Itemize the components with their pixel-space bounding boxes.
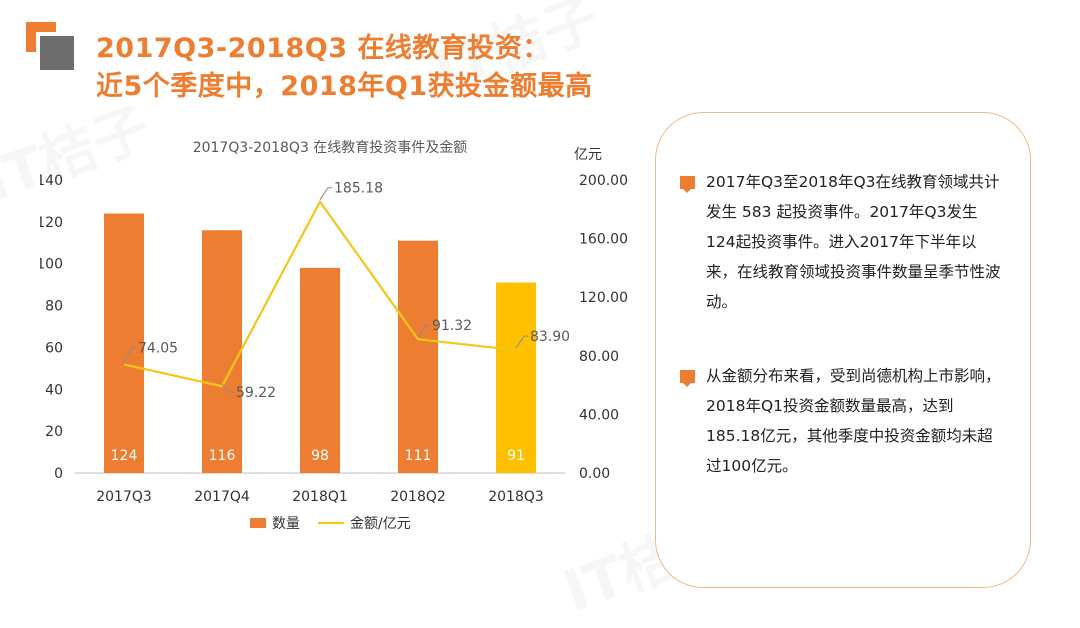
x-axis-tick-label: 2017Q4 bbox=[194, 489, 250, 505]
note-item: 从金额分布来看，受到尚德机构上市影响，2018年Q1投资金额数量最高，达到185… bbox=[680, 361, 1006, 481]
right-axis-unit: 亿元 bbox=[574, 147, 602, 163]
x-axis-tick-label: 2017Q3 bbox=[96, 489, 152, 505]
summary-panel: 2017年Q3至2018年Q3在线教育领域共计发生 583 起投资事件。2017… bbox=[655, 112, 1031, 588]
right-axis-tick-label: 40.00 bbox=[579, 407, 619, 423]
left-axis-tick-label: 140 bbox=[40, 173, 63, 189]
bar-value-label: 116 bbox=[209, 448, 236, 464]
page-title: 2017Q3-2018Q3 在线教育投资： 近5个季度中，2018年Q1获投金额… bbox=[96, 30, 593, 106]
bar bbox=[202, 230, 242, 473]
bar-value-label: 98 bbox=[311, 448, 329, 464]
right-axis-tick-label: 160.00 bbox=[579, 232, 628, 248]
page-title-line-1: 2017Q3-2018Q3 在线教育投资： bbox=[96, 33, 550, 64]
data-label-leader bbox=[123, 347, 136, 363]
bar bbox=[398, 240, 438, 473]
right-axis-tick-label: 120.00 bbox=[579, 290, 628, 306]
line-value-label: 59.22 bbox=[236, 385, 276, 401]
page-title-line-2: 近5个季度中，2018年Q1获投金额最高 bbox=[96, 71, 593, 102]
right-axis-tick-label: 200.00 bbox=[579, 173, 628, 189]
left-axis-tick-label: 40 bbox=[45, 382, 63, 398]
left-axis-tick-label: 80 bbox=[45, 299, 63, 315]
legend-label: 金额/亿元 bbox=[350, 516, 411, 532]
combo-chart-svg: 2017Q3-2018Q3 在线教育投资事件及金额 亿元 0 20 40 60 80 10… bbox=[36, 140, 628, 532]
x-axis-tick-label: 2018Q1 bbox=[292, 489, 348, 505]
data-label-leader bbox=[221, 383, 234, 393]
bar-value-label: 124 bbox=[111, 448, 138, 464]
data-label-leader bbox=[417, 324, 430, 338]
chart-title: 2017Q3-2018Q3 在线教育投资事件及金额 bbox=[193, 140, 468, 156]
logo-squares-icon bbox=[26, 22, 78, 74]
left-axis-tick-label: 100 bbox=[40, 257, 63, 273]
note-item: 2017年Q3至2018年Q3在线教育领域共计发生 583 起投资事件。2017… bbox=[680, 167, 1006, 317]
bar-value-label: 91 bbox=[507, 448, 525, 464]
right-axis-tick-label: 80.00 bbox=[579, 349, 619, 365]
legend-label: 数量 bbox=[272, 516, 300, 532]
left-axis-tick-label: 20 bbox=[45, 424, 63, 440]
speech-bubble-icon bbox=[680, 176, 695, 193]
left-axis-tick-label: 120 bbox=[40, 215, 63, 231]
line-value-label: 74.05 bbox=[138, 341, 178, 357]
x-axis-tick-label: 2018Q2 bbox=[390, 489, 446, 505]
line-value-label: 91.32 bbox=[432, 318, 472, 334]
left-axis-tick-label: 60 bbox=[45, 340, 63, 356]
left-axis-tick-label: 0 bbox=[54, 466, 63, 482]
amount-line bbox=[123, 199, 517, 388]
x-axis-tick-label: 2018Q3 bbox=[488, 489, 544, 505]
note-text: 从金额分布来看，受到尚德机构上市影响，2018年Q1投资金额数量最高，达到185… bbox=[706, 367, 1001, 475]
note-text: 2017年Q3至2018年Q3在线教育领域共计发生 583 起投资事件。2017… bbox=[706, 173, 1001, 311]
right-axis-tick-label: 0.00 bbox=[579, 466, 610, 482]
data-label-leader bbox=[515, 335, 528, 349]
bar bbox=[496, 282, 536, 473]
data-label-leader bbox=[319, 187, 332, 200]
bar bbox=[300, 267, 340, 473]
line-value-label: 83.90 bbox=[530, 329, 570, 345]
chart: 2017Q3-2018Q3 在线教育投资事件及金额 亿元 0 20 40 60 80 10… bbox=[36, 130, 640, 550]
speech-bubble-icon bbox=[680, 370, 695, 387]
bar-value-label: 111 bbox=[405, 448, 432, 464]
legend-swatch-bar bbox=[250, 518, 266, 528]
line-value-label: 185.18 bbox=[334, 181, 383, 197]
bar bbox=[104, 213, 144, 473]
